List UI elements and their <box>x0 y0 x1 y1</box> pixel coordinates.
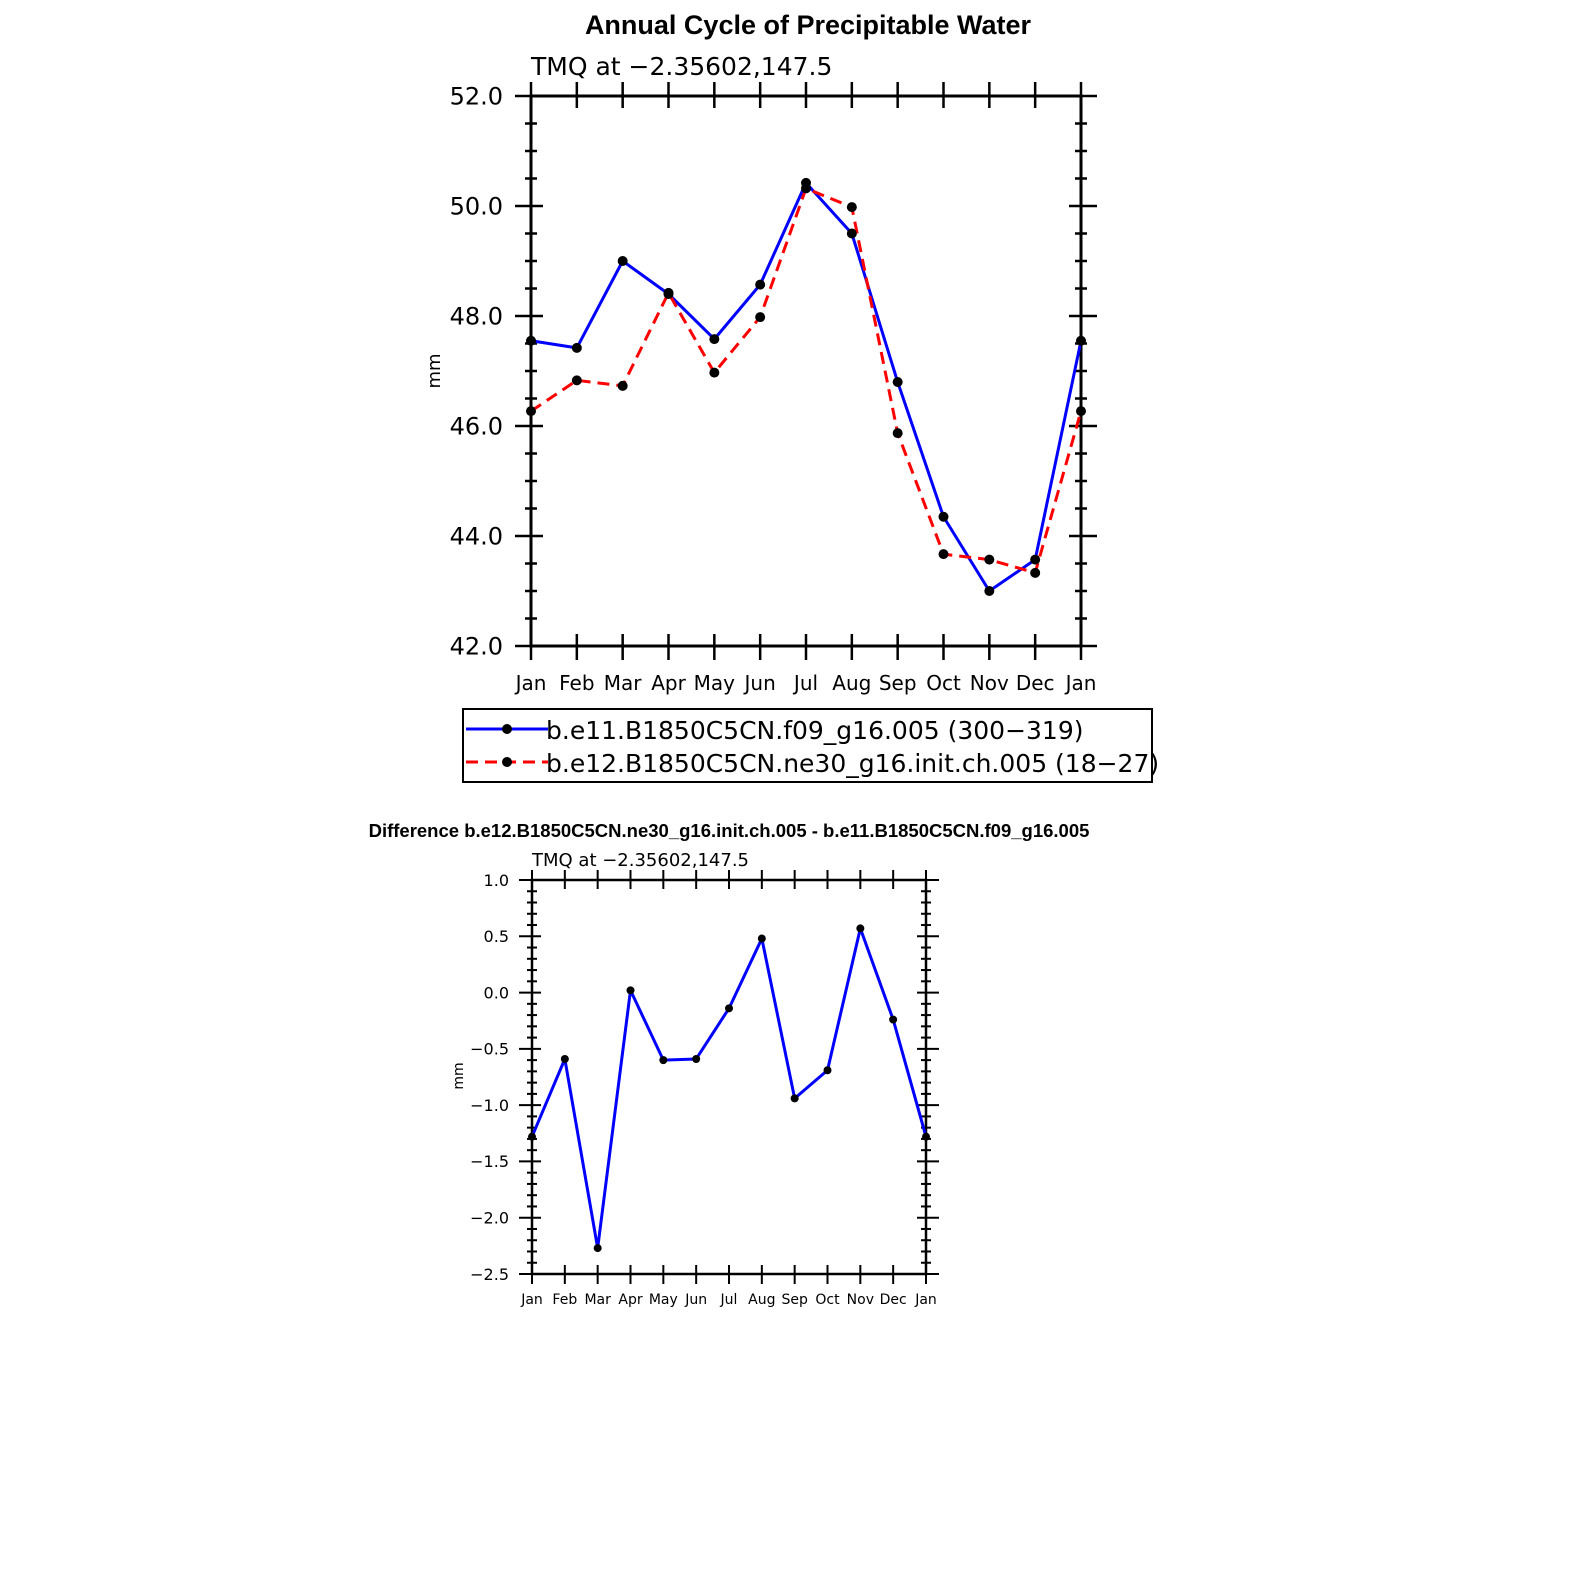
series-2-point <box>571 375 582 386</box>
series-line-1 <box>530 926 928 1250</box>
plot-frame: −2.5 −2.0 −1.5 −1.0 −0.5 0.0 0.5 1.0 Jan Feb Mar Ap… <box>470 870 939 1308</box>
x-tick-label: Oct <box>815 1292 840 1308</box>
series-1-point <box>856 924 865 933</box>
series-1-point <box>938 511 949 522</box>
y-tick-label: 0.0 <box>484 983 509 1002</box>
x-tick-label: Dec <box>880 1292 907 1308</box>
series-1-point <box>659 1056 668 1065</box>
chart-title: Difference b.e12.B1850C5CN.ne30_g16.init… <box>369 820 1090 841</box>
y-tick-label: 44.0 <box>450 523 503 551</box>
x-tick-label: Jul <box>792 671 818 695</box>
series-1-point <box>892 377 903 387</box>
series-2-point <box>801 183 811 194</box>
series-1-point <box>528 1132 536 1141</box>
x-tick-label: Jan <box>1064 671 1097 695</box>
series-1-point <box>889 1015 898 1024</box>
series-2-point <box>1076 406 1086 417</box>
x-tick-label: Feb <box>552 1292 577 1308</box>
series-line-2 <box>530 186 1083 575</box>
series-1-point <box>571 342 582 353</box>
annual-cycle-chart: Annual Cycle of Precipitable Water TMQ a… <box>424 10 1097 695</box>
x-tick-label: May <box>694 671 736 695</box>
y-tick-label: 52.0 <box>450 83 503 111</box>
x-tick-label: Jun <box>743 671 776 695</box>
series-1-point <box>984 586 995 596</box>
series-1-point <box>560 1054 569 1063</box>
x-tick-label: Jan <box>914 1292 937 1308</box>
plot-frame: 42.0 44.0 46.0 48.0 50.0 52.0 Jan Feb Mar Apr May J… <box>450 82 1097 695</box>
series-1-point <box>1030 554 1041 565</box>
series-2-point <box>526 406 536 417</box>
x-tick-label: Mar <box>584 1292 611 1308</box>
series-1-point <box>755 279 766 290</box>
series-1-point <box>846 228 857 239</box>
plot-series <box>528 924 930 1253</box>
series-2-point <box>617 380 628 391</box>
x-tick-label: Jan <box>520 1292 543 1308</box>
y-tick-label: 46.0 <box>450 413 503 441</box>
series-1-point <box>922 1132 930 1141</box>
legend-label-series-2: b.e12.B1850C5CN.ne30_g16.init.ch.005 (18… <box>546 749 1159 778</box>
x-tick-label: Feb <box>559 671 594 695</box>
legend-box <box>462 708 1153 783</box>
y-tick-label: 48.0 <box>450 303 503 331</box>
y-tick-label: −0.5 <box>470 1040 509 1059</box>
chart-subtitle: TMQ at −2.35602,147.5 <box>531 850 749 871</box>
x-tick-label: Jan <box>514 671 547 695</box>
difference-chart: Difference b.e12.B1850C5CN.ne30_g16.init… <box>369 820 1090 1308</box>
series-1-point <box>692 1054 701 1063</box>
legend-label-series-1: b.e11.B1850C5CN.f09_g16.005 (300−319) <box>546 716 1084 745</box>
y-tick-label: 50.0 <box>450 193 503 221</box>
x-tick-label: Sep <box>781 1292 808 1308</box>
x-tick-label: Nov <box>970 671 1009 695</box>
x-tick-label: Jun <box>684 1292 707 1308</box>
legend-marker-series-2 <box>502 757 512 767</box>
series-1-point <box>725 1004 733 1013</box>
x-tick-label: Aug <box>748 1292 775 1308</box>
chart-subtitle: TMQ at −2.35602,147.5 <box>530 52 832 81</box>
y-tick-label: −2.0 <box>470 1208 509 1227</box>
series-2-point <box>663 287 674 298</box>
y-tick-label: 1.0 <box>484 871 509 890</box>
x-tick-label: May <box>649 1292 678 1308</box>
x-tick-label: Apr <box>618 1292 642 1308</box>
series-1-point <box>823 1066 832 1075</box>
series-2-point <box>709 367 720 378</box>
x-tick-label: Mar <box>604 671 643 695</box>
series-2-point <box>755 312 766 323</box>
x-tick-label: Apr <box>651 671 686 695</box>
x-tick-label: Dec <box>1016 671 1055 695</box>
plot-series <box>526 177 1086 596</box>
y-axis-label: mm <box>424 353 445 388</box>
chart-title: Annual Cycle of Precipitable Water <box>585 10 1032 40</box>
y-tick-label: −1.5 <box>470 1152 509 1171</box>
legend-marker-series-1 <box>502 724 512 734</box>
y-tick-label: −1.0 <box>470 1096 509 1115</box>
x-tick-label: Nov <box>847 1292 874 1308</box>
series-line-1 <box>530 181 1083 593</box>
x-tick-label: Aug <box>832 671 871 695</box>
y-tick-label: 0.5 <box>484 927 509 946</box>
series-1-point <box>526 335 536 346</box>
series-1-point <box>626 986 635 995</box>
legend: b.e11.B1850C5CN.f09_g16.005 (300−319) b.… <box>462 708 1159 783</box>
y-axis-label: mm <box>451 1062 467 1089</box>
series-1-point <box>709 334 720 345</box>
series-2-point <box>984 554 995 565</box>
series-2-point <box>892 428 903 439</box>
series-2-point <box>1030 567 1041 578</box>
series-1-point <box>1076 335 1086 346</box>
y-tick-label: −2.5 <box>470 1265 509 1284</box>
series-1-point <box>617 256 628 266</box>
series-1-point <box>593 1244 602 1253</box>
x-tick-label: Oct <box>926 671 961 695</box>
series-1-point <box>757 934 766 943</box>
y-tick-label: 42.0 <box>450 633 503 661</box>
series-2-point <box>938 549 949 560</box>
x-tick-label: Sep <box>879 671 917 695</box>
series-2-point <box>846 202 857 213</box>
series-1-point <box>790 1094 799 1103</box>
x-tick-label: Jul <box>720 1292 738 1308</box>
